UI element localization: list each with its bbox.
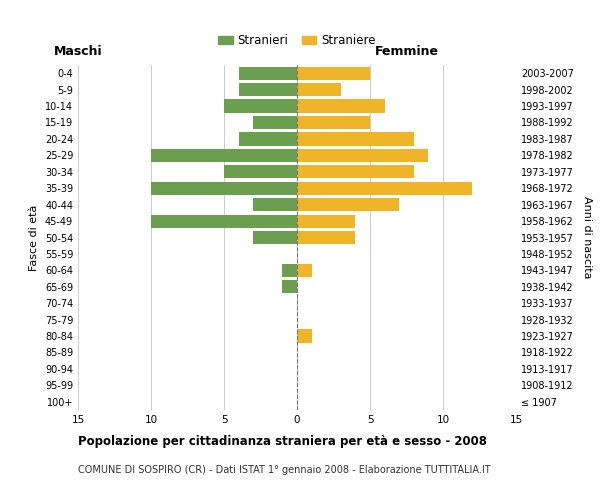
Bar <box>151 149 297 162</box>
Bar <box>297 132 414 145</box>
Bar <box>297 198 399 211</box>
Bar <box>283 280 297 293</box>
Bar <box>253 231 297 244</box>
Bar <box>239 132 297 145</box>
Bar <box>297 330 311 342</box>
Bar <box>239 83 297 96</box>
Y-axis label: Fasce di età: Fasce di età <box>29 204 39 270</box>
Bar <box>297 165 414 178</box>
Bar <box>283 264 297 277</box>
Bar <box>297 231 355 244</box>
Bar <box>224 165 297 178</box>
Bar <box>239 66 297 80</box>
Bar <box>224 100 297 112</box>
Bar <box>297 182 472 195</box>
Bar <box>297 100 385 112</box>
Bar <box>151 214 297 228</box>
Bar <box>253 116 297 129</box>
Bar <box>297 116 370 129</box>
Legend: Stranieri, Straniere: Stranieri, Straniere <box>214 30 380 52</box>
Text: Popolazione per cittadinanza straniera per età e sesso - 2008: Popolazione per cittadinanza straniera p… <box>78 435 487 448</box>
Bar <box>151 182 297 195</box>
Bar <box>297 149 428 162</box>
Bar <box>297 83 341 96</box>
Bar <box>253 198 297 211</box>
Bar <box>297 214 355 228</box>
Text: Femmine: Femmine <box>374 45 439 58</box>
Bar <box>297 66 370 80</box>
Bar <box>297 264 311 277</box>
Text: COMUNE DI SOSPIRO (CR) - Dati ISTAT 1° gennaio 2008 - Elaborazione TUTTITALIA.IT: COMUNE DI SOSPIRO (CR) - Dati ISTAT 1° g… <box>78 465 491 475</box>
Text: Maschi: Maschi <box>53 45 103 58</box>
Y-axis label: Anni di nascita: Anni di nascita <box>582 196 592 279</box>
